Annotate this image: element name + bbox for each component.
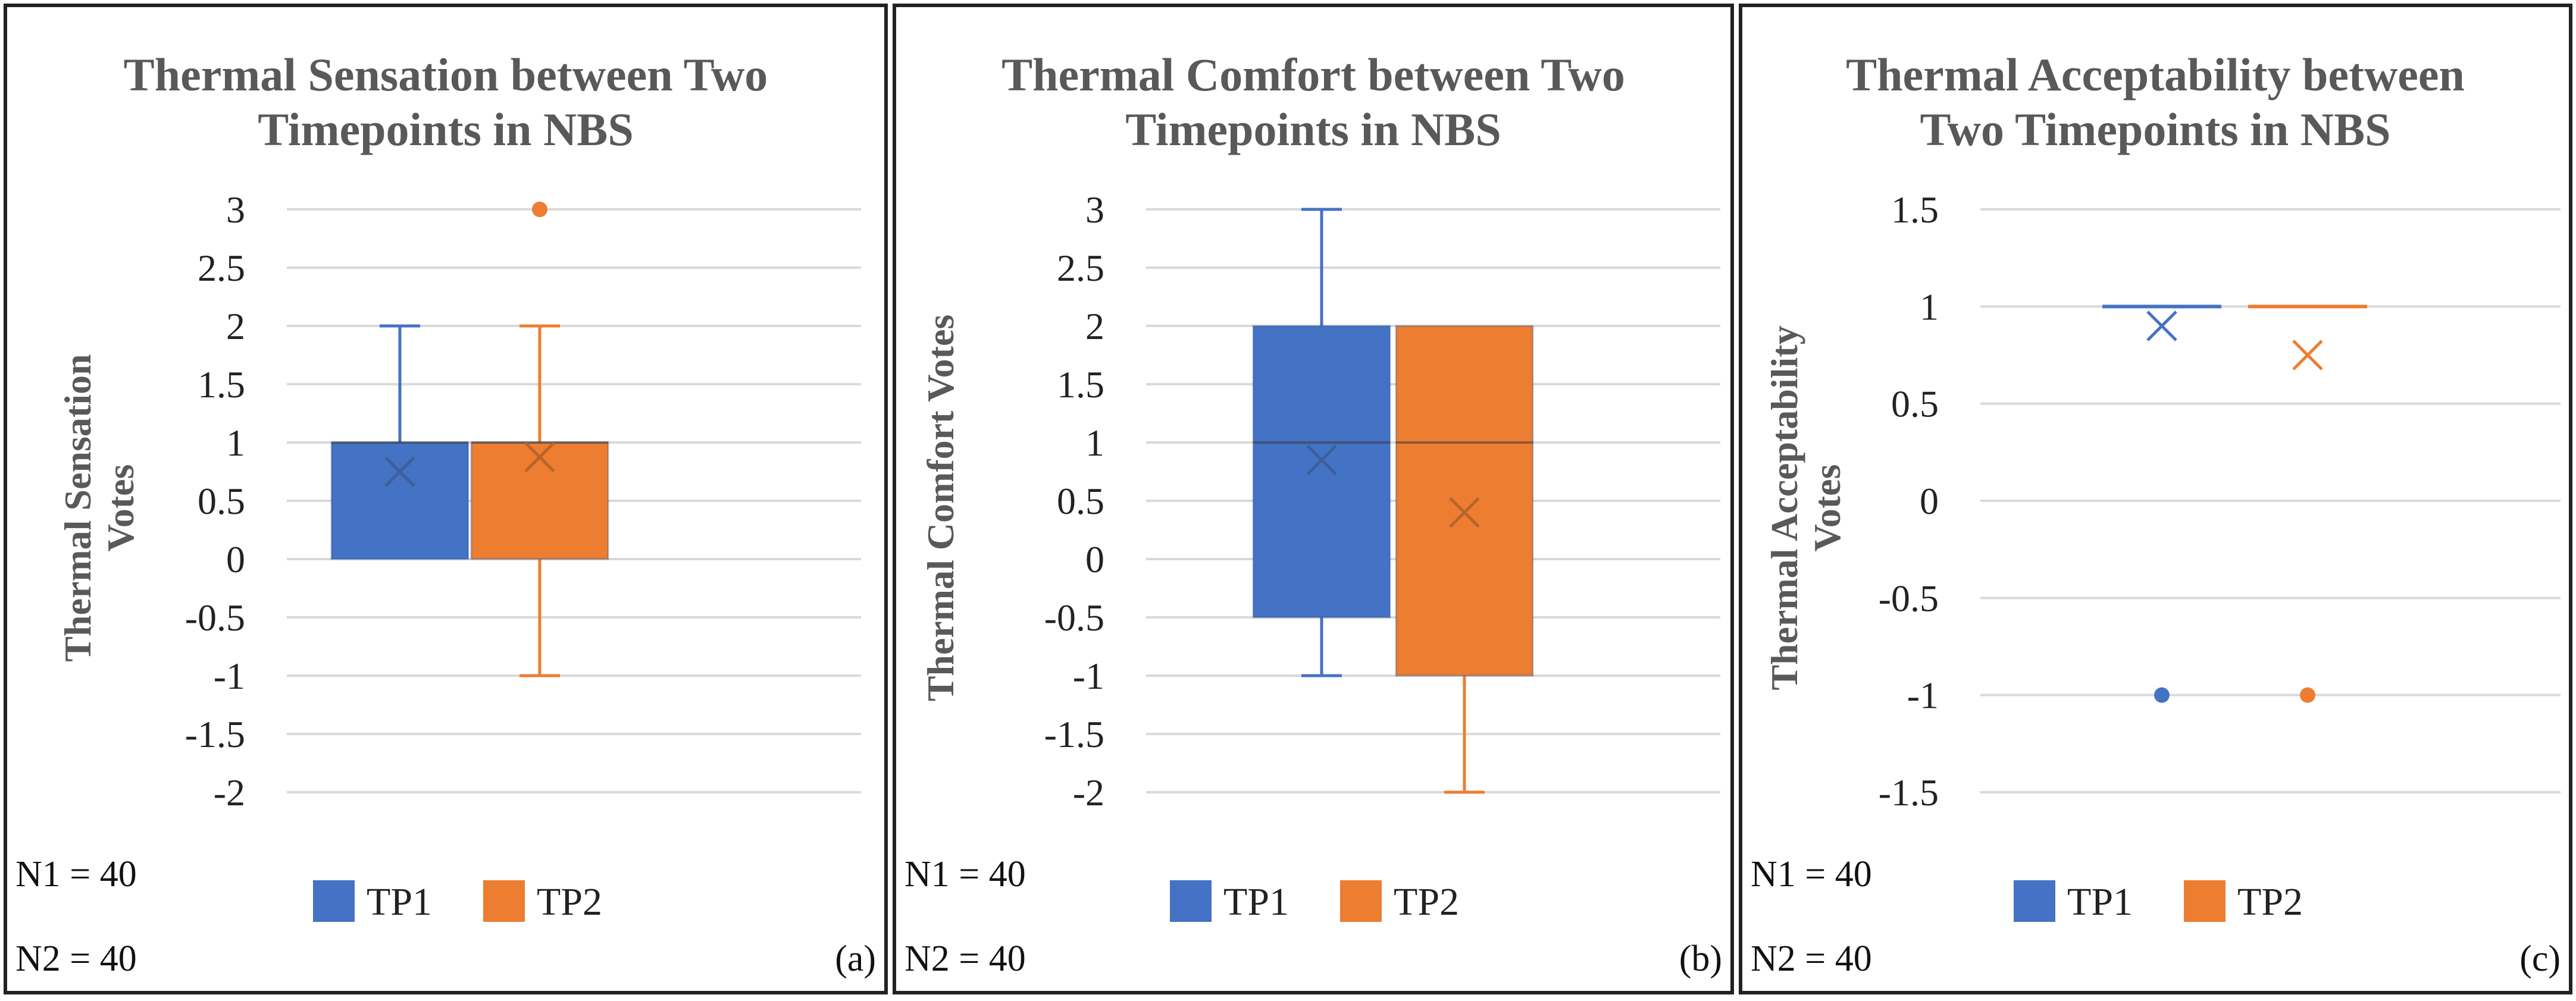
legend-swatch-tp2 — [483, 880, 525, 922]
chart-title-line-2: Timepoints in NBS — [258, 103, 633, 155]
chart-title-line-2: Timepoints in NBS — [1125, 103, 1501, 155]
y-tick-label: 1 — [226, 422, 245, 464]
y-tick-label: 1.5 — [1891, 189, 1939, 231]
y-tick-label: -1.5 — [1044, 713, 1104, 755]
y-axis-label-line-1: Thermal Sensation — [57, 354, 99, 661]
y-tick-label: 1.5 — [198, 363, 245, 406]
mean-marker — [384, 456, 415, 487]
legend-label-tp1: TP1 — [367, 880, 432, 924]
y-tick-label: 1 — [1085, 422, 1104, 464]
y-axis-label-line-1: Thermal Comfort Votes — [919, 315, 962, 702]
box-tp1 — [330, 441, 469, 560]
mean-marker — [2146, 310, 2177, 341]
y-tick-label: 0.5 — [1891, 383, 1939, 425]
y-tick-label: 0.5 — [198, 480, 245, 522]
legend-swatch-tp1 — [2014, 880, 2055, 922]
box-tp2 — [1395, 325, 1534, 677]
y-tick-label: 2 — [1085, 305, 1104, 347]
legend-label-tp2: TP2 — [537, 880, 602, 924]
y-axis-label-line-2: Votes — [1806, 465, 1848, 552]
mean-marker — [2292, 340, 2323, 371]
sample-size-n1: N1 = 40 — [15, 854, 137, 895]
y-tick-label: -1.5 — [1879, 771, 1939, 814]
y-tick-label: 0 — [1085, 538, 1104, 580]
outlier-point — [532, 202, 547, 217]
y-tick-label: 0 — [226, 538, 245, 580]
chart-panel-b: Thermal Comfort between Two Timepoints i… — [893, 4, 1734, 994]
y-tick-label: -0.5 — [1879, 577, 1939, 619]
y-tick-label: 2.5 — [1057, 247, 1104, 289]
chart-panel-a: Thermal Sensation between Two Timepoints… — [4, 4, 888, 994]
legend-label-tp2: TP2 — [2237, 880, 2303, 924]
legend-label-tp1: TP1 — [2067, 880, 2133, 924]
y-tick-label: 1 — [1920, 285, 1939, 328]
box-tp1 — [1252, 325, 1391, 619]
box-tp2 — [470, 441, 609, 560]
legend-swatch-tp2 — [2184, 880, 2226, 922]
chart-title-line-1: Thermal Acceptability between — [1846, 49, 2465, 101]
sample-size-n2: N2 = 40 — [15, 939, 137, 979]
y-tick-label: 2.5 — [198, 247, 245, 289]
y-tick-label: -0.5 — [1044, 597, 1104, 639]
y-tick-label: 2 — [226, 305, 245, 347]
chart-title-line-1: Thermal Sensation between Two — [124, 49, 768, 101]
outlier-point — [2300, 687, 2315, 703]
y-tick-label: -2 — [1073, 771, 1104, 814]
chart-panel-c: Thermal Acceptability between Two Timepo… — [1739, 4, 2572, 994]
sample-size-n2: N2 = 40 — [904, 939, 1026, 979]
y-tick-label: -2 — [214, 771, 245, 814]
legend-swatch-tp1 — [313, 880, 355, 922]
legend-swatch-tp2 — [1340, 880, 1382, 922]
y-tick-label: -0.5 — [185, 597, 245, 639]
chart-svg-b: Thermal Comfort between Two Timepoints i… — [904, 49, 1722, 979]
y-tick-label: -1 — [1073, 655, 1104, 697]
y-tick-label: 0.5 — [1057, 480, 1104, 522]
y-axis-label-line-1: Thermal Acceptability — [1763, 325, 1805, 690]
sample-size-n1: N1 = 40 — [1751, 854, 1872, 895]
y-tick-label: -1.5 — [185, 713, 245, 755]
legend-label-tp1: TP1 — [1223, 880, 1289, 924]
chart-title-line-1: Thermal Comfort between Two — [1001, 49, 1625, 101]
mean-marker — [524, 441, 555, 473]
legend-swatch-tp1 — [1170, 880, 1212, 922]
panel-label: (c) — [2519, 939, 2561, 979]
y-tick-label: 3 — [226, 189, 245, 231]
y-tick-label: 0 — [1920, 480, 1939, 522]
mean-marker — [1306, 444, 1337, 476]
y-tick-label: -1 — [1907, 674, 1939, 717]
legend-label-tp2: TP2 — [1394, 880, 1459, 924]
y-tick-label: 3 — [1085, 189, 1104, 231]
chart-svg-a: Thermal Sensation between Two Timepoints… — [15, 49, 876, 979]
y-axis-label-line-2: Votes — [99, 465, 142, 552]
sample-size-n1: N1 = 40 — [904, 854, 1026, 895]
chart-svg-c: Thermal Acceptability between Two Timepo… — [1751, 49, 2561, 979]
y-tick-label: -1 — [214, 655, 245, 697]
outlier-point — [2154, 687, 2170, 703]
panel-label: (b) — [1679, 939, 1722, 979]
panel-label: (a) — [835, 939, 876, 979]
chart-title-line-2: Two Timepoints in NBS — [1920, 103, 2390, 155]
y-tick-label: 1.5 — [1057, 363, 1104, 406]
mean-marker — [1449, 497, 1480, 528]
sample-size-n2: N2 = 40 — [1751, 939, 1872, 979]
